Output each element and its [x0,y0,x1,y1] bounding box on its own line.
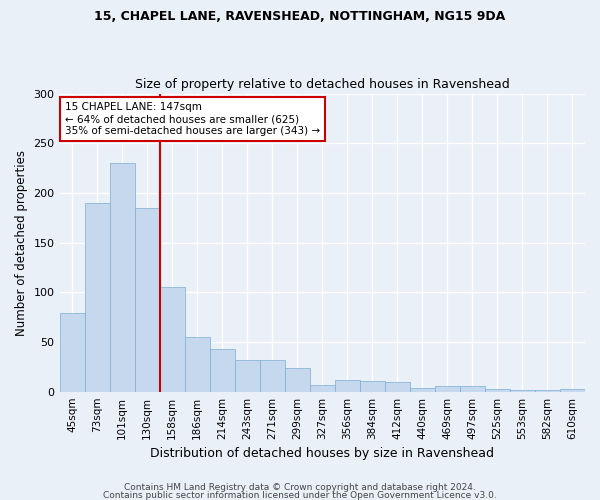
Bar [460,386,485,392]
Bar [209,349,235,392]
Bar [335,380,360,392]
Text: Contains public sector information licensed under the Open Government Licence v3: Contains public sector information licen… [103,490,497,500]
Bar [560,388,585,392]
Text: 15 CHAPEL LANE: 147sqm
← 64% of detached houses are smaller (625)
35% of semi-de: 15 CHAPEL LANE: 147sqm ← 64% of detached… [65,102,320,136]
Text: Contains HM Land Registry data © Crown copyright and database right 2024.: Contains HM Land Registry data © Crown c… [124,484,476,492]
Bar [134,208,160,392]
Bar [410,388,435,392]
Bar [59,313,85,392]
Bar [185,337,209,392]
Title: Size of property relative to detached houses in Ravenshead: Size of property relative to detached ho… [135,78,509,91]
Bar [385,382,410,392]
Bar [535,390,560,392]
Bar [435,386,460,392]
Bar [310,384,335,392]
Bar [110,163,134,392]
X-axis label: Distribution of detached houses by size in Ravenshead: Distribution of detached houses by size … [150,447,494,460]
Text: 15, CHAPEL LANE, RAVENSHEAD, NOTTINGHAM, NG15 9DA: 15, CHAPEL LANE, RAVENSHEAD, NOTTINGHAM,… [94,10,506,23]
Bar [235,360,260,392]
Bar [260,360,285,392]
Bar [510,390,535,392]
Y-axis label: Number of detached properties: Number of detached properties [15,150,28,336]
Bar [160,288,185,392]
Bar [360,380,385,392]
Bar [485,388,510,392]
Bar [85,203,110,392]
Bar [285,368,310,392]
